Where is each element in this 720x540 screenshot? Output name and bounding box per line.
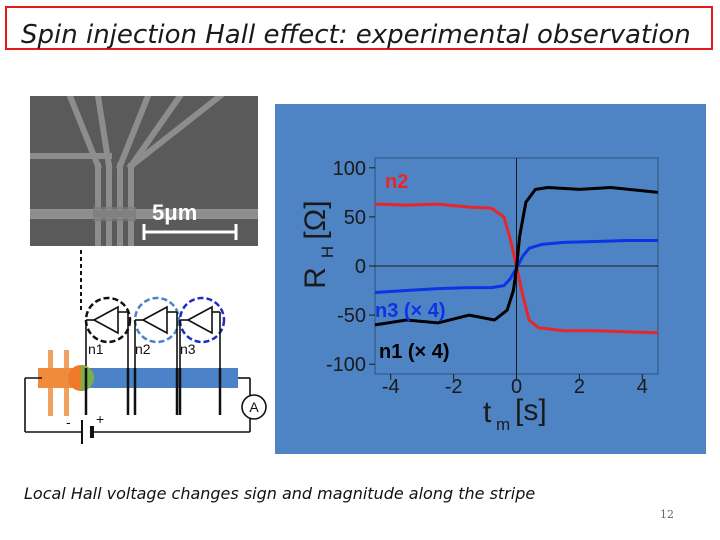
y-tick-label: 50 [344,207,366,229]
probe-label-n3: n3 [180,341,196,357]
x-tick-label: 4 [637,376,648,398]
x-tick-label: -2 [445,376,463,398]
y-tick-label: 0 [355,256,366,278]
x-tick-label: -4 [382,376,400,398]
y-axis-title: R [299,267,332,289]
x-tick-label: 0 [511,376,522,398]
battery-minus: - [66,414,71,430]
series-line-n1 [374,186,659,327]
sem-background [30,96,258,246]
x-axis-title: t [483,396,492,429]
y-tick-label: 100 [333,158,366,180]
amp-triangle-icon [186,305,213,335]
amp-triangle-icon [92,305,119,335]
annotation-n3: n3 (× 4) [375,300,446,322]
y-tick-label: -100 [326,354,366,376]
annotation-n2: n2 [385,171,408,193]
y-axis-subscript: H [318,246,337,258]
battery-plus: + [96,411,104,427]
ammeter-label: A [249,399,259,415]
chart-series [374,186,659,335]
x-tick-label: 2 [574,376,585,398]
hall-resistance-chart: 100 50 0 -50 -100 -4 -2 0 2 4 n2 n3 (× 4) n1 (× 4) R… [299,157,659,434]
page-number: 12 [660,508,674,521]
y-axis-unit: [Ω] [299,200,332,239]
injector-pad [38,368,78,388]
ammeter-icon [241,394,267,420]
probe-label-n2: n2 [135,341,151,357]
sem-micrograph: 5μm [30,96,258,246]
slide-caption: Local Hall voltage changes sign and magn… [24,484,536,503]
x-axis-unit: [s] [515,394,547,427]
chart-labels: n2 n3 (× 4) n1 (× 4) RH [Ω] t m [s] [299,171,547,434]
series-line-n2 [374,202,659,335]
probe-label-n1: n1 [88,341,104,357]
annotation-n1: n1 (× 4) [379,341,450,363]
plot-panel: 100 50 0 -50 -100 -4 -2 0 2 4 n2 n3 (× 4) n1 (× 4) R… [275,104,706,454]
slide-title: Spin injection Hall effect: experimental… [21,20,691,50]
y-tick-label: -50 [337,305,366,327]
device-schematic: n1 n2 n3 - + A [24,250,267,444]
scale-bar-label: 5μm [152,200,197,225]
chart-ticks: 100 50 0 -50 -100 -4 -2 0 2 4 [326,158,648,398]
amp-triangle-icon [141,305,168,335]
x-axis-subscript: m [496,415,510,434]
title-box: Spin injection Hall effect: experimental… [5,6,713,50]
